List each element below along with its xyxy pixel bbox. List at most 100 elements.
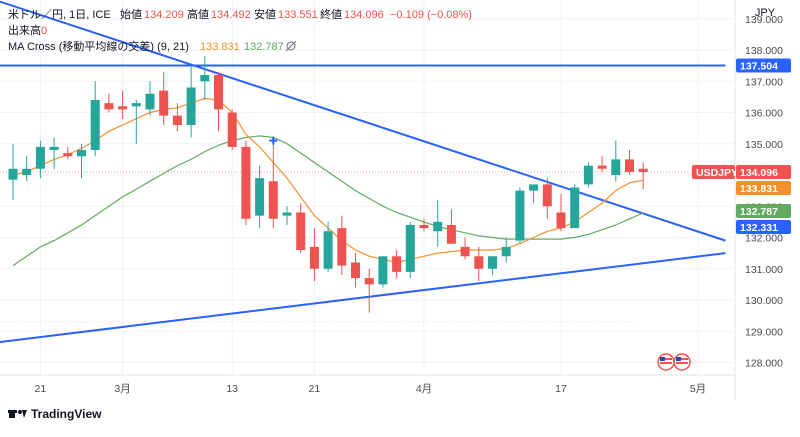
tradingview-brand[interactable]: TradingView	[31, 407, 102, 421]
candle-body	[542, 184, 552, 207]
candle-body	[419, 225, 429, 229]
ma-cross-label[interactable]: MA Cross (移動平均線の交差) (9, 21)	[8, 39, 189, 53]
candle-body	[241, 146, 251, 219]
candle-body	[638, 168, 648, 172]
candle-body	[337, 228, 347, 266]
price-label-ma_slow: 132.787	[740, 206, 778, 218]
candle-body	[172, 115, 182, 125]
ohlc-low-value: 133.551	[278, 9, 318, 21]
candle-body	[378, 256, 388, 285]
candle-body	[131, 103, 141, 107]
x-tick-label: 4月	[416, 383, 432, 395]
candle-body	[433, 221, 443, 232]
y-tick-label: 128.000	[745, 358, 783, 370]
price-label-last: 134.096	[740, 167, 778, 179]
price-label-ma_fast: 133.831	[740, 183, 778, 195]
ohlc-close-value: 134.096	[344, 9, 384, 21]
volume-value: 0	[41, 25, 47, 37]
price-label-bg	[736, 204, 791, 218]
candles	[8, 56, 648, 313]
ohlc-close-label: 終値	[320, 7, 342, 21]
candle-body	[35, 146, 45, 169]
y-tick-label: 138.000	[745, 45, 783, 57]
candle-body	[255, 178, 265, 216]
candle-body	[186, 87, 196, 125]
candle-body	[351, 262, 360, 279]
candle-body	[583, 165, 593, 185]
candle-body	[49, 146, 59, 150]
ohlc-open-label: 始値	[120, 7, 142, 21]
candle-body	[8, 168, 18, 180]
currency-label[interactable]: JPY	[755, 7, 776, 19]
candle-body	[118, 106, 128, 110]
candle-body	[446, 225, 456, 244]
y-tick-label: 131.000	[745, 264, 783, 276]
price-label-bg	[736, 165, 791, 179]
candle-body	[296, 212, 306, 250]
candle-body	[405, 225, 415, 272]
y-tick-label: 135.000	[745, 139, 783, 151]
grid	[0, 0, 735, 375]
us-flag-icon[interactable]	[657, 353, 675, 371]
candle-body	[501, 246, 511, 257]
candle-body	[556, 212, 566, 229]
candle-body	[529, 184, 539, 191]
candle-body	[22, 168, 32, 175]
candle-body	[214, 75, 223, 110]
ohlc-change: −0.109 (−0.08%)	[390, 9, 472, 21]
volume-label[interactable]: 出来高	[8, 23, 41, 37]
candle-body	[309, 246, 319, 269]
price-label-bg	[736, 220, 791, 234]
price-label-trend: 132.331	[740, 222, 778, 234]
candle-body	[77, 150, 86, 157]
eye-off-icon[interactable]	[285, 40, 297, 52]
us-flag-icon[interactable]	[673, 353, 691, 371]
candle-body	[227, 112, 237, 147]
y-tick-label: 129.000	[745, 326, 783, 338]
price-label-symbol: USDJPY	[696, 167, 738, 179]
ohlc-high-value: 134.492	[211, 9, 251, 21]
x-tick-label: 21	[309, 383, 321, 395]
symbol-title[interactable]: 米ドル／円, 1日, ICE	[8, 8, 111, 21]
candle-body	[515, 190, 525, 241]
price-label-bg	[692, 165, 735, 179]
ohlc-low-label: 安値	[254, 7, 276, 21]
y-tick-label: 137.000	[745, 76, 783, 88]
price-labels: 137.504 USDJPY 134.096 133.831 132.787 132.33…	[692, 58, 791, 234]
y-tick-label: 139.000	[745, 14, 783, 26]
candle-body	[474, 256, 484, 269]
ma-slow-line	[12, 135, 644, 267]
ohlc-high-label: 高値	[187, 7, 209, 21]
candle-body	[159, 90, 169, 116]
ma-fast-value: 133.831	[200, 41, 240, 53]
candle-body	[364, 278, 374, 285]
ma-slow-value: 132.787	[244, 41, 284, 53]
price-label-bg	[736, 181, 791, 195]
candle-body	[625, 159, 634, 172]
price-label-line: 137.504	[740, 61, 778, 73]
price-label-bg	[736, 58, 791, 73]
candle-body	[282, 212, 292, 216]
ohlc-legend: 始値 134.209 高値 134.492 安値 133.551 終値 134.…	[120, 7, 472, 21]
tradingview-logo[interactable]	[8, 410, 27, 418]
candle-body	[63, 153, 73, 157]
candle-body	[392, 256, 402, 272]
trendline-resistance	[0, 0, 726, 242]
candle-body	[570, 187, 580, 229]
y-tick-label: 132.000	[745, 233, 783, 245]
candle-body	[460, 246, 470, 257]
candle-body	[200, 75, 210, 82]
time-axis[interactable]: 21 3月 13 21 4月 17 5月	[35, 383, 707, 395]
y-tick-label: 136.000	[745, 108, 783, 120]
candle-body	[597, 165, 607, 169]
candle-body	[90, 100, 100, 150]
trendline-support	[0, 252, 726, 343]
candle-body	[488, 256, 497, 269]
x-tick-label: 17	[555, 383, 567, 395]
candle-body	[268, 181, 278, 219]
candle-body	[323, 231, 333, 269]
y-tick-label: 130.000	[745, 295, 783, 307]
candle-body	[611, 159, 621, 175]
